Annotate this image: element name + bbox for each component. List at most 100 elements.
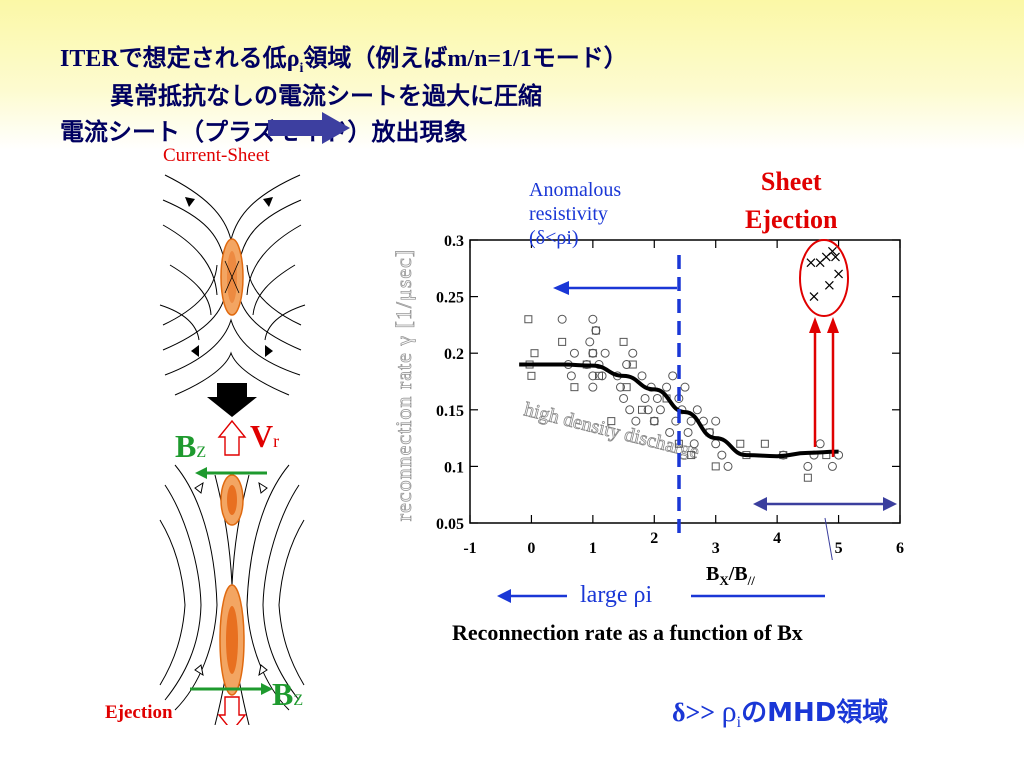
data-point-circle [619,393,629,403]
data-point-square [760,439,769,448]
x-axis-label: BX/B// [706,563,755,588]
data-point-x [834,269,843,279]
large-rho-arrow [497,589,825,603]
header-line-1: ITERで想定される低ρi領域（例えばm/n=1/1モード） [60,44,628,76]
data-point-square [591,326,600,335]
data-point-circle [803,461,813,471]
data-point-circle [717,450,727,460]
data-point-square [558,337,567,346]
current-sheet-diagram [159,174,306,725]
data-point-circle [628,348,638,358]
data-point-square [619,337,628,346]
data-point-square [803,473,812,482]
data-point-x [806,258,816,268]
data-point-circle [692,405,702,415]
data-point-square [650,417,659,426]
data-point-circle [600,348,610,358]
iter-text: ITER [60,46,119,72]
y-tick-label: 0.1 [444,459,464,476]
current-sheet-label: Current-Sheet [163,145,270,166]
anomalous-label: Anomalous resistivity (δ<ρi) [529,179,622,249]
bz-label-top: BZ [175,428,207,464]
x-tick-label: -1 [463,540,476,557]
data-point-circle [637,371,647,381]
data-point-circle [640,393,650,403]
x-tick-label: 3 [712,540,720,557]
title-banner [0,0,1024,150]
mhd-region-label: δ>> ρiのMHD領域 [672,695,889,732]
x-tick-label: 1 [589,540,597,557]
data-point-circle [588,382,598,392]
data-point-circle [588,371,598,381]
header-line-2: 異常抵抗なしの電流シートを過大に圧縮 [110,82,542,110]
data-point-circle [557,314,567,324]
data-point-circle [665,427,675,437]
data-point-square [687,451,696,460]
chart-caption: Reconnection rate as a function of Bx [452,620,803,645]
data-point-circle [711,416,721,426]
data-point-circle [597,371,607,381]
data-point-square [527,371,536,380]
data-point-circle [662,382,672,392]
fit-curve [519,362,839,459]
data-point-circle [588,348,598,358]
ejection-ellipse [799,239,849,317]
data-point-square [530,349,539,358]
y-tick-label: 0.2 [444,346,464,363]
data-point-circle [616,382,625,392]
data-point-circle [668,371,678,381]
y-tick-label: 0.25 [436,290,464,307]
plot-frame [469,239,901,524]
data-point-square [524,315,533,324]
data-point-square [628,360,637,369]
data-point-circle [815,439,825,449]
data-point-circle [711,439,721,449]
x-tick-label: 4 [773,530,781,547]
data-point-circle [723,461,733,471]
data-point-circle [643,405,653,415]
y-tick-label: 0.3 [444,233,464,250]
y-tick-label: 0.05 [436,516,464,533]
data-point-circle [686,416,696,426]
data-point-square [622,383,631,392]
data-point-circle [591,326,601,336]
data-point-circle [827,461,837,471]
sheet-ejection-label: Sheet Ejection [745,167,838,234]
x-tick-label: 2 [650,530,658,547]
data-point-circle [588,314,598,324]
data-point-square [736,439,745,448]
data-point-circle [655,405,665,415]
data-point-circle [566,371,576,381]
data-point-circle [689,439,699,449]
bz-label-bottom: BZ [272,676,304,712]
data-point-square [588,349,597,358]
data-point-x [831,252,840,262]
ejection-label: Ejection [105,702,173,723]
reconnection-chart: reconnection rate γ [1/μsec] high densit… [391,233,904,560]
data-point-circle [631,416,641,426]
data-point-square [595,371,603,380]
x-tick-label: 0 [527,540,535,557]
data-point-circle [649,416,659,426]
data-point-circle [585,337,595,347]
x-tick-label: 6 [896,540,904,557]
y-tick-label: 0.15 [436,403,464,420]
data-point-circle [569,348,579,358]
data-point-square [711,462,720,471]
data-point-circle [680,382,690,392]
header-line-3: 電流シート（プラズモイド）放出現象 [60,118,468,146]
x-tick-label: 5 [835,540,843,557]
data-point-x [824,280,834,290]
data-point-square [570,383,579,392]
data-point-circle [652,393,662,403]
data-point-x [828,246,837,256]
vr-label: Vr [250,418,280,454]
data-point-circle [683,427,693,437]
data-point-circle [622,360,632,370]
mhd-pointer-line [824,517,833,560]
title-arrow-icon [268,112,350,144]
y-axis-label: reconnection rate γ [1/μsec] [391,249,416,521]
data-point-circle [625,405,635,415]
data-point-x [809,292,819,302]
large-rho-label: large ρi [580,582,653,608]
